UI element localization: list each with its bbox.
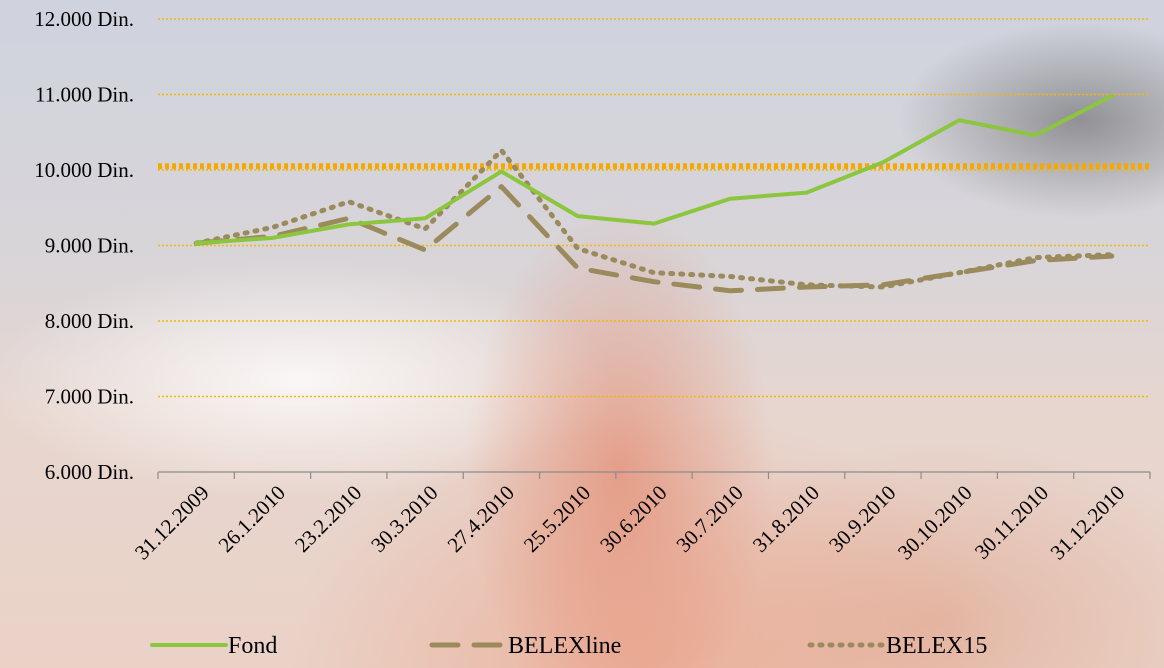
y-tick-label: 10.000 Din. — [34, 158, 134, 182]
x-tick-label: 30.11.2010 — [970, 481, 1053, 564]
x-tick-label: 23.2.2010 — [290, 481, 366, 557]
axis-layer: 12.000 Din. 11.000 Din. 10.000 Din. 9.000 D… — [34, 7, 1151, 565]
legend-label: BELEX15 — [886, 633, 987, 659]
x-tick-label: 30.9.2010 — [824, 481, 900, 557]
y-tick-label: 6.000 Din. — [45, 460, 134, 484]
x-tick-label: 31.12.2010 — [1046, 481, 1130, 565]
series-line-belex15 — [193, 147, 1115, 290]
x-tick-label: 26.1.2010 — [214, 481, 290, 557]
legend-label: Fond — [228, 633, 277, 659]
series-layer — [193, 94, 1115, 294]
x-tick-label: 30.7.2010 — [671, 481, 747, 557]
x-tick-label: 31.8.2010 — [748, 481, 824, 557]
x-tick-label: 30.3.2010 — [366, 481, 442, 557]
series-line-belexline — [193, 184, 1115, 294]
y-tick-label: 12.000 Din. — [34, 7, 134, 31]
legend-label: BELEXline — [508, 633, 621, 659]
x-tick-label: 27.4.2010 — [443, 481, 519, 557]
series-line-fond — [194, 94, 1114, 246]
y-tick-label: 7.000 Din. — [45, 385, 134, 409]
y-tick-label: 9.000 Din. — [45, 234, 134, 258]
y-tick-label: 11.000 Din. — [35, 83, 134, 107]
x-tick-label: 25.5.2010 — [519, 481, 595, 557]
x-tick-label: 30.6.2010 — [595, 481, 671, 557]
x-tick-label: 30.10.2010 — [893, 481, 977, 565]
grid-layer — [158, 18, 1150, 398]
legend: Fond BELEXline BELEX15 — [150, 633, 987, 659]
x-tick-label: 31.12.2009 — [130, 481, 214, 565]
y-tick-label: 8.000 Din. — [45, 309, 134, 333]
